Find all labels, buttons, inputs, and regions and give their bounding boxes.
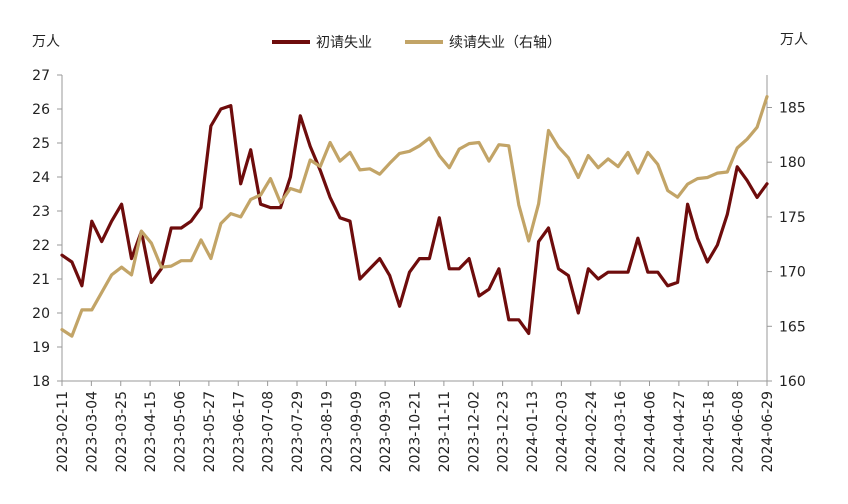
x-tick-label: 2024-04-06	[643, 391, 659, 472]
right-tick-label: 185	[779, 101, 806, 117]
x-tick-label: 2023-08-19	[319, 391, 335, 472]
series-lines	[60, 94, 769, 338]
x-tick-label: 2024-02-24	[584, 391, 600, 472]
x-axis-ticks: 2023-02-11 2023-03-04 2023-03-25 2023-04-15…	[55, 381, 776, 472]
x-tick-label: 2023-03-04	[84, 391, 100, 472]
x-tick-label: 2023-05-27	[202, 391, 218, 472]
x-tick-label: 2024-04-27	[672, 391, 688, 472]
left-tick-label: 18	[32, 374, 50, 390]
left-tick-label: 26	[32, 102, 50, 118]
x-tick-label: 2024-06-29	[760, 391, 776, 472]
left-tick-label: 21	[32, 272, 50, 288]
legend: 初请失业 续请失业（右轴）	[272, 34, 561, 51]
x-tick-label: 2024-01-13	[525, 391, 541, 472]
left-tick-label: 23	[32, 204, 50, 220]
right-tick-label: 160	[779, 374, 806, 390]
left-tick-label: 19	[32, 340, 50, 356]
right-tick-label: 170	[779, 265, 806, 281]
series-line-initial-claims	[60, 103, 769, 335]
left-tick-label: 24	[32, 170, 50, 186]
left-axis-unit: 万人	[32, 34, 60, 50]
x-tick-label: 2023-12-23	[496, 391, 512, 472]
right-tick-label: 165	[779, 319, 806, 335]
x-tick-label: 2023-04-15	[143, 391, 159, 472]
x-tick-label: 2023-02-11	[55, 391, 71, 472]
left-tick-label: 22	[32, 238, 50, 254]
right-tick-label: 180	[779, 155, 806, 171]
axes: 18 19 20 21 22 23 24 25 26 27 160 165 170 175 180 185	[32, 68, 806, 390]
right-tick-label: 175	[779, 210, 806, 226]
right-axis-unit: 万人	[780, 32, 808, 48]
left-tick-label: 25	[32, 136, 50, 152]
x-tick-label: 2023-10-21	[408, 391, 424, 472]
left-tick-label: 20	[32, 306, 50, 322]
x-tick-label: 2023-03-25	[114, 391, 130, 472]
x-tick-label: 2023-06-17	[231, 391, 247, 472]
x-tick-label: 2024-02-03	[554, 391, 570, 472]
x-tick-label: 2023-11-11	[437, 391, 453, 472]
x-tick-label: 2024-06-08	[731, 391, 747, 472]
left-tick-label: 27	[32, 68, 50, 84]
x-tick-label: 2023-09-30	[378, 391, 394, 472]
x-tick-label: 2023-09-09	[349, 391, 365, 472]
x-tick-label: 2024-03-16	[613, 391, 629, 472]
x-tick-label: 2023-07-08	[261, 391, 277, 472]
x-tick-label: 2023-05-06	[173, 391, 189, 472]
x-tick-label: 2024-05-18	[701, 391, 717, 472]
series-line-continuing-claims	[60, 94, 769, 338]
legend-label-continuing-claims: 续请失业（右轴）	[449, 34, 561, 51]
x-tick-label: 2023-12-02	[466, 391, 482, 472]
x-tick-label: 2023-07-29	[290, 391, 306, 472]
legend-label-initial-claims: 初请失业	[316, 34, 372, 51]
